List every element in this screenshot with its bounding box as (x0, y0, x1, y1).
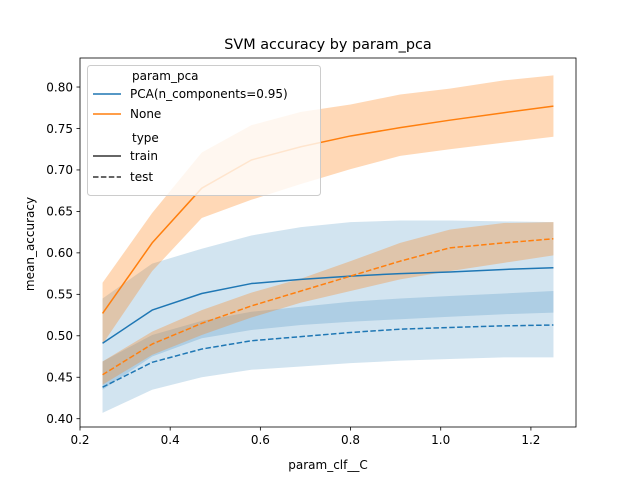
plot-frame (79, 57, 577, 428)
y-tick-label: 0.80 (46, 80, 73, 94)
confidence-bands (102, 75, 554, 413)
axes: 0.2 0.4 0.6 0.8 1.0 1.2 0.40 0.45 0.50 0.55 0.60 0.… (46, 57, 577, 447)
legend-entry-label: train (130, 149, 158, 163)
series-line-3 (102, 238, 554, 376)
y-tick-label: 0.75 (46, 122, 73, 136)
y-tick-label: 0.45 (46, 371, 73, 385)
x-tick-label: 0.2 (70, 433, 89, 447)
x-tick-label: 1.0 (431, 433, 450, 447)
y-axis-label: mean_accuracy (23, 197, 37, 291)
chart-title: SVM accuracy by param_pca (224, 37, 431, 53)
legend-style-title: type (132, 131, 159, 145)
x-tick-label: 0.8 (341, 433, 360, 447)
x-tick-label: 1.2 (521, 433, 540, 447)
ci-band-0 (102, 220, 554, 390)
y-tick-label: 0.40 (46, 412, 73, 426)
ci-band-2 (102, 75, 554, 345)
x-tick-label: 0.6 (251, 433, 270, 447)
legend-entry-label: test (130, 170, 153, 184)
x-tick-label: 0.4 (161, 433, 180, 447)
series-line-1 (102, 324, 554, 388)
y-tick-label: 0.50 (46, 329, 73, 343)
legend-box (87, 65, 321, 196)
ci-band-3 (102, 222, 554, 385)
legend-hue-title: param_pca (132, 69, 199, 83)
legend-entry-label: None (130, 107, 161, 121)
series-line-0 (102, 267, 554, 344)
series-line-2 (101, 105, 554, 314)
legend: param_pca PCA(n_components=0.95) None type t… (87, 65, 321, 196)
y-tick-label: 0.60 (46, 246, 73, 260)
x-axis-label: param_clf__C (288, 458, 367, 472)
y-tick-label: 0.55 (46, 288, 73, 302)
ci-band-1 (102, 291, 554, 413)
y-tick-label: 0.65 (46, 205, 73, 219)
legend-entry-label: PCA(n_components=0.95) (130, 87, 288, 101)
y-tick-label: 0.70 (46, 163, 73, 177)
series-lines (101, 105, 554, 388)
